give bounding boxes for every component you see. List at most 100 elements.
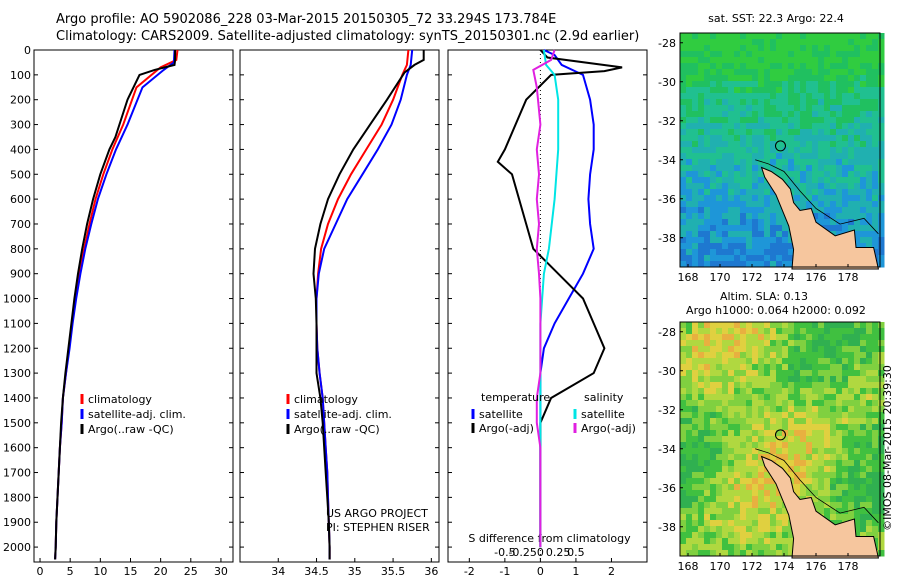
sst-map-cell <box>818 195 825 202</box>
sla-map-cell <box>752 400 759 407</box>
sst-map-cell <box>854 87 861 94</box>
sst-map-cell <box>812 63 819 70</box>
sla-map-cell <box>740 496 747 503</box>
sla-map-cell <box>680 322 687 329</box>
sla-map-cell <box>680 346 687 353</box>
sst-map-cell <box>734 165 741 172</box>
sst-map-cell <box>758 147 765 154</box>
sst-map-cell <box>698 45 705 52</box>
sst-map-cell <box>698 39 705 46</box>
sla-map-cell <box>770 454 777 461</box>
sla-map-cell <box>824 436 831 443</box>
sla-map-cell <box>854 430 861 437</box>
sla-map-cell <box>734 388 741 395</box>
sst-map-cell <box>788 111 795 118</box>
sla-map: 168 170 172 174 176 178-28-30-32-34-36-38 <box>658 321 885 573</box>
sst-map-cell <box>716 141 723 148</box>
sla-map-cell <box>860 424 867 431</box>
sla-map-cell <box>734 478 741 485</box>
sst-map-cell <box>812 69 819 76</box>
sst-map-cell <box>812 177 819 184</box>
sst-map-cell <box>722 57 729 64</box>
sla-map-cell <box>806 424 813 431</box>
sst-map-cell <box>740 165 747 172</box>
sla-map-cell <box>872 526 879 533</box>
sst-map-cell <box>680 51 687 58</box>
sst-map-cell <box>722 111 729 118</box>
sst-map-cell <box>812 195 819 202</box>
sla-map-cell <box>836 322 843 329</box>
sst-map-cell <box>698 177 705 184</box>
sst-map-cell <box>692 219 699 226</box>
sst-map-cell <box>866 177 873 184</box>
sst-map-cell <box>692 159 699 166</box>
sla-map-cell <box>812 364 819 371</box>
sla-map-cell <box>710 514 717 521</box>
sst-map-cell <box>776 225 783 232</box>
sla-map-cell <box>692 364 699 371</box>
sla-map-cell <box>866 412 873 419</box>
sst-map-cell <box>686 69 693 76</box>
sla-map-cell <box>866 340 873 347</box>
depth-tick-label: 1200 <box>3 342 31 355</box>
sst-map-cell <box>716 231 723 238</box>
sla-map-cell <box>866 454 873 461</box>
sla-map-cell <box>740 376 747 383</box>
sla-map-cell <box>740 514 747 521</box>
sla-map-cell <box>812 382 819 389</box>
sst-map-cell <box>812 201 819 208</box>
sla-map-cell <box>704 334 711 341</box>
depth-tick-label: 1900 <box>3 516 31 529</box>
sla-map-cell <box>710 328 717 335</box>
sst-map-cell <box>818 105 825 112</box>
sla-map-cell <box>776 382 783 389</box>
sla-map-cell <box>842 346 849 353</box>
sst-map-cell <box>788 159 795 166</box>
sst-map-cell <box>740 159 747 166</box>
sla-map-cell <box>860 514 867 521</box>
sst-map-cell <box>836 33 843 40</box>
sla-map-cell <box>776 442 783 449</box>
sst-map-cell <box>752 87 759 94</box>
sla-map-cell <box>812 352 819 359</box>
sst-map-cell <box>704 183 711 190</box>
sla-map-cell <box>734 550 741 557</box>
sst-map-cell <box>734 69 741 76</box>
sst-map-cell <box>746 207 753 214</box>
sla-map-cell <box>698 550 705 557</box>
salinity-diff-tick-label: -0.5 <box>494 546 515 559</box>
sst-map-cell <box>746 195 753 202</box>
sla-map-cell <box>710 478 717 485</box>
sla-map-cell <box>842 334 849 341</box>
sst-map-cell <box>866 159 873 166</box>
sst-map-cell <box>782 165 789 172</box>
sla-map-cell <box>764 484 771 491</box>
sst-map-cell <box>758 129 765 136</box>
sla-map-cell <box>752 394 759 401</box>
sst-map-cell <box>788 39 795 46</box>
sst-map-cell <box>782 123 789 130</box>
sla-map-cell <box>878 346 885 353</box>
sst-map-cell <box>716 63 723 70</box>
sla-map-cell <box>824 340 831 347</box>
sst-map-cell <box>878 39 885 46</box>
sla-map-cell <box>716 370 723 377</box>
sst-map-cell <box>770 141 777 148</box>
sst-map-cell <box>854 159 861 166</box>
sst-map-cell <box>794 87 801 94</box>
sla-map-cell <box>842 322 849 329</box>
sla-map-xtick-label: 176 <box>806 560 827 573</box>
sla-map-cell <box>794 358 801 365</box>
sla-map-cell <box>728 472 735 479</box>
sla-map-cell <box>752 340 759 347</box>
sla-map-cell <box>770 514 777 521</box>
sst-map-cell <box>848 45 855 52</box>
sla-map-cell <box>704 538 711 545</box>
sst-map-cell <box>740 255 747 262</box>
sst-map-cell <box>728 153 735 160</box>
sla-map-cell <box>692 448 699 455</box>
sst-map-cell <box>860 165 867 172</box>
sst-map-cell <box>704 69 711 76</box>
sla-map-cell <box>722 370 729 377</box>
sst-map-cell <box>680 177 687 184</box>
